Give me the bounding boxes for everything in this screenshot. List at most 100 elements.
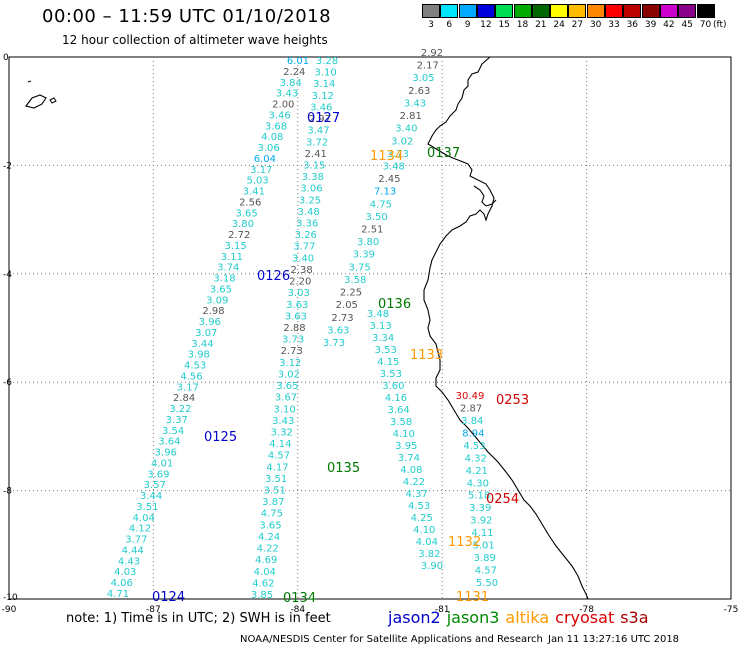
coastline-inlet bbox=[473, 185, 497, 207]
color-swatch-label: 15 bbox=[498, 20, 510, 30]
wave-height-label: 4.12 bbox=[129, 524, 151, 535]
wave-height-label: 3.39 bbox=[353, 250, 375, 261]
wave-height-label: 4.06 bbox=[111, 578, 133, 589]
longitude-tick-label: -84 bbox=[290, 605, 305, 615]
wave-height-label: 4.08 bbox=[400, 465, 422, 476]
wave-height-label: 3.84 bbox=[461, 416, 483, 427]
wave-height-label: 4.24 bbox=[258, 532, 280, 543]
wave-height-label: 3.65 bbox=[259, 520, 281, 531]
latitude-tick-label: -6 bbox=[3, 378, 12, 388]
wave-height-label: 3.03 bbox=[288, 288, 310, 299]
wave-height-label: 4.08 bbox=[261, 132, 283, 143]
wave-height-label: 3.90 bbox=[421, 561, 443, 572]
wave-height-label: 4.32 bbox=[465, 453, 487, 464]
wave-height-label: 3.41 bbox=[243, 187, 265, 198]
color-swatch-label: 9 bbox=[464, 20, 471, 30]
wave-height-label: 5.18 bbox=[468, 491, 490, 502]
wave-height-label: 5.03 bbox=[246, 176, 268, 187]
wave-height-label: 3.54 bbox=[162, 426, 184, 437]
wave-height-label: 3.02 bbox=[278, 369, 300, 380]
wave-height-label: 3.17 bbox=[250, 165, 272, 176]
wave-height-label: 4.30 bbox=[467, 478, 489, 489]
wave-height-label: 3.96 bbox=[199, 317, 221, 328]
longitude-tick-label: -78 bbox=[579, 605, 594, 615]
wave-height-label: 2.81 bbox=[400, 111, 422, 122]
color-swatch bbox=[476, 4, 495, 18]
generated-timestamp: Jan 11 13:27:16 UTC 2018 bbox=[548, 634, 680, 645]
wave-height-label: 2.56 bbox=[239, 197, 261, 208]
color-swatch-label: 42 bbox=[663, 20, 675, 30]
wave-height-label: 2.05 bbox=[336, 300, 358, 311]
wave-height-label: 2.41 bbox=[305, 149, 327, 160]
wave-height-label: 3.14 bbox=[313, 79, 335, 90]
color-swatch bbox=[568, 4, 587, 18]
wave-height-label: 3.96 bbox=[155, 448, 177, 459]
wave-height-label: 3.40 bbox=[292, 253, 314, 264]
pass-number-label: 1131 bbox=[456, 590, 489, 605]
color-swatch bbox=[678, 4, 697, 18]
wave-height-label: 3.58 bbox=[344, 275, 366, 286]
wave-height-label: 4.10 bbox=[413, 525, 435, 536]
wave-height-label: 3.11 bbox=[221, 252, 243, 263]
wave-height-label: 2.63 bbox=[408, 86, 430, 97]
wave-height-label: 3.13 bbox=[369, 321, 391, 332]
wave-height-label: 3.32 bbox=[271, 428, 293, 439]
wave-height-label: 3.12 bbox=[279, 358, 301, 369]
wave-height-label: 3.67 bbox=[275, 393, 297, 404]
wave-height-label: 4.37 bbox=[405, 489, 427, 500]
wave-height-label: 4.14 bbox=[269, 439, 291, 450]
wave-height-label: 3.25 bbox=[299, 195, 321, 206]
wave-height-label: 4.71 bbox=[107, 589, 129, 600]
wave-height-label: 3.37 bbox=[166, 415, 188, 426]
wave-height-label: 30.49 bbox=[456, 391, 485, 402]
wave-height-label: 3.15 bbox=[224, 241, 246, 252]
wave-height-label: 4.10 bbox=[393, 429, 415, 440]
wave-height-label: 2.38 bbox=[290, 265, 312, 276]
wave-height-label: 3.28 bbox=[316, 56, 338, 67]
wave-height-label: 4.69 bbox=[255, 555, 277, 566]
wave-height-label: 4.04 bbox=[254, 567, 276, 578]
wave-height-label: 2.17 bbox=[417, 61, 439, 72]
wave-height-label: 2.45 bbox=[378, 174, 400, 185]
wave-height-label: 2.00 bbox=[272, 100, 294, 111]
units-note: note: 1) Time is in UTC; 2) SWH is in fe… bbox=[66, 611, 331, 626]
wave-height-label: 3.09 bbox=[206, 295, 228, 306]
legend-item: altika bbox=[505, 608, 550, 627]
latitude-tick-label: -4 bbox=[3, 270, 12, 280]
pass-number-label: 0134 bbox=[283, 591, 316, 606]
color-swatch bbox=[513, 4, 532, 18]
pass-labels: 0127 1134 0137 0126 0136 1133 0253 0125 0135 0254… bbox=[152, 111, 529, 606]
wave-height-label: 3.40 bbox=[395, 124, 417, 135]
pass-number-label: 0253 bbox=[496, 393, 529, 408]
pass-number-label: 0136 bbox=[378, 297, 411, 312]
wave-height-label: 4.15 bbox=[377, 357, 399, 368]
wave-height-label: 3.73 bbox=[282, 335, 304, 346]
wave-height-label: 3.65 bbox=[235, 208, 257, 219]
wave-height-label: 3.51 bbox=[265, 474, 287, 485]
wave-height-label: 3.77 bbox=[293, 242, 315, 253]
satellite-legend: jason2 jason3 altika cryosat s3a bbox=[388, 608, 655, 627]
wave-height-label: 3.47 bbox=[307, 126, 329, 137]
wave-height-label: 2.24 bbox=[283, 67, 305, 78]
color-swatch bbox=[495, 4, 514, 18]
wave-height-label: 4.62 bbox=[252, 578, 274, 589]
wave-height-label: 3.77 bbox=[125, 535, 147, 546]
longitude-tick-label: -75 bbox=[724, 605, 739, 615]
wave-height-label: 2.87 bbox=[460, 404, 482, 415]
wave-height-label: 2.88 bbox=[283, 323, 305, 334]
wave-height-label: 3.48 bbox=[383, 162, 405, 173]
wave-height-label: 4.53 bbox=[463, 441, 485, 452]
wave-height-label: 4.75 bbox=[261, 509, 283, 520]
wave-height-label: 4.04 bbox=[416, 537, 438, 548]
color-swatch-label: 33 bbox=[608, 20, 620, 30]
wave-height-label: 3.46 bbox=[268, 110, 290, 121]
wave-height-label: 4.43 bbox=[118, 556, 140, 567]
wave-height-label: 3.36 bbox=[296, 219, 318, 230]
wave-height-label: 3.63 bbox=[286, 300, 308, 311]
pass-number-label: 0137 bbox=[427, 146, 460, 161]
wave-height-label: 3.12 bbox=[312, 91, 334, 102]
color-swatch-label: 18 bbox=[516, 20, 529, 30]
color-swatch-label: 70 bbox=[699, 20, 712, 30]
pass-number-label: 1133 bbox=[410, 348, 443, 363]
